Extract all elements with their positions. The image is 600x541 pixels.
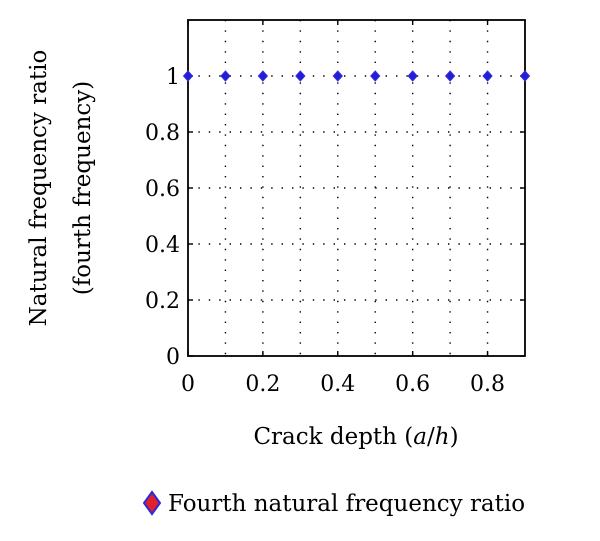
axis-ticks	[187, 20, 525, 357]
y-tick-label: 0.4	[145, 233, 180, 258]
legend: Fourth natural frequency ratio	[142, 490, 525, 517]
legend-label: Fourth natural frequency ratio	[168, 491, 525, 517]
x-axis-title: Crack depth (a/h)	[253, 424, 458, 450]
data-point-marker	[220, 70, 231, 82]
data-point-marker	[482, 70, 493, 82]
data-point-marker	[370, 70, 381, 82]
x-tick-label: 0.2	[245, 372, 280, 397]
y-tick-label: 0.2	[145, 289, 180, 314]
data-point-marker	[182, 70, 194, 82]
y-tick-label: 0.6	[145, 177, 180, 202]
y-tick-label: 0.8	[145, 121, 180, 146]
data-point-marker	[407, 70, 418, 82]
data-point-marker	[444, 70, 456, 82]
y-tick-label: 1	[166, 65, 180, 90]
data-point-marker	[519, 70, 531, 82]
data-point-marker	[257, 70, 269, 82]
x-tick-label: 0	[181, 372, 195, 397]
x-tick-label: 0.6	[395, 372, 430, 397]
tick-labels: 0 0.2 0.4 0.6 0.8 0 0.2 0.4 0.6 0.8 1	[145, 65, 505, 397]
series-fourth-natural-frequency-ratio	[182, 70, 531, 82]
y-axis-title-line-1: Natural frequency ratio	[26, 50, 52, 327]
x-tick-label: 0.4	[320, 372, 355, 397]
y-axis-title: Natural frequency ratio (fourth frequenc…	[26, 50, 96, 327]
y-tick-label: 0	[166, 345, 180, 370]
legend-marker-diamond-icon	[142, 490, 162, 516]
grid-lines	[188, 20, 525, 356]
plot-frame	[187, 19, 526, 357]
data-point-marker	[295, 70, 306, 82]
data-point-marker	[332, 70, 343, 82]
x-tick-label: 0.8	[470, 372, 505, 397]
y-axis-title-line-2: (fourth frequency)	[70, 81, 96, 295]
